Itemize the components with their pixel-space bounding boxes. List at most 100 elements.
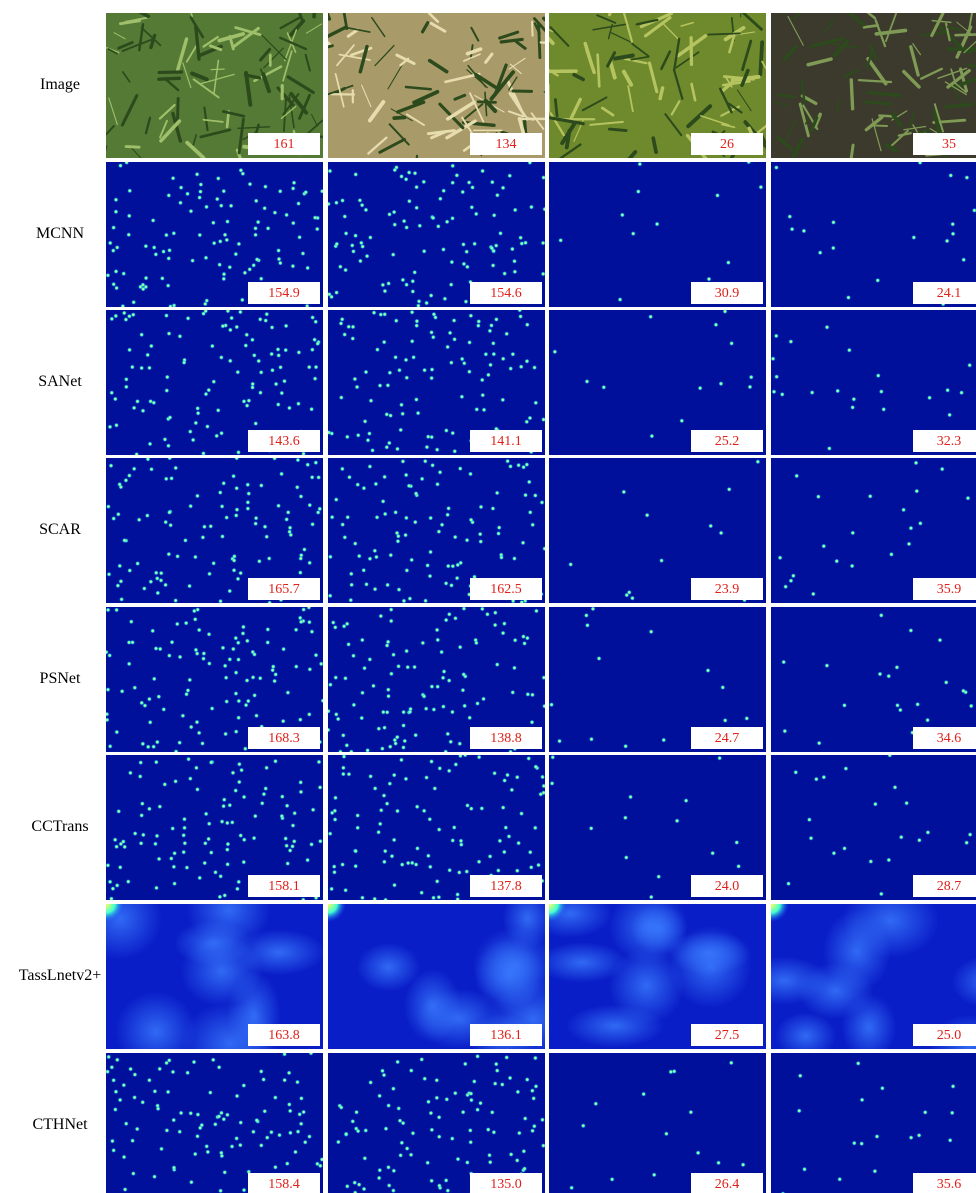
density-dot: [378, 821, 383, 826]
density-dot: [245, 678, 250, 683]
cell: 32.3: [771, 310, 976, 455]
density-dot: [220, 819, 225, 824]
density-dot: [132, 405, 137, 410]
density-dot: [502, 271, 507, 276]
density-dot: [354, 1110, 359, 1115]
density-dot: [710, 851, 715, 856]
density-dot: [319, 661, 324, 666]
density-dot: [264, 312, 269, 317]
density-dot: [245, 506, 250, 511]
density-dot: [396, 1106, 401, 1111]
leaf: [851, 80, 852, 109]
density-dot: [969, 703, 974, 708]
density-dot: [178, 654, 183, 659]
density-dot: [209, 760, 214, 765]
density-dot: [381, 1073, 386, 1078]
density-dot: [467, 180, 472, 185]
density-dot: [285, 1161, 290, 1166]
density-dot: [235, 1094, 240, 1099]
density-dot: [758, 185, 763, 190]
density-dot: [334, 242, 339, 247]
density-dot: [246, 699, 251, 704]
density-dot: [360, 203, 365, 208]
density-dot: [834, 559, 839, 564]
density-dot: [498, 231, 503, 236]
density-dot: [495, 662, 500, 667]
density-dot: [947, 412, 952, 417]
density-dot: [237, 780, 242, 785]
density-dot: [222, 893, 227, 898]
density-dot: [305, 265, 310, 270]
density-dot: [386, 639, 391, 644]
density-dot: [486, 372, 491, 377]
density-dot: [480, 606, 485, 611]
density-dot: [382, 340, 387, 345]
density-dot: [313, 215, 318, 220]
density-dot: [842, 846, 847, 851]
density-dot: [352, 377, 357, 382]
density-dot: [468, 1128, 473, 1133]
density-dot: [355, 825, 360, 830]
density-dot: [802, 1167, 807, 1172]
density-dot: [161, 249, 166, 254]
density-dot: [181, 850, 186, 855]
density-dot: [401, 745, 406, 750]
density-dot: [300, 251, 305, 256]
density-dot: [342, 535, 347, 540]
density-dot: [475, 701, 480, 706]
count-label: 35.9: [937, 582, 962, 597]
density-dot: [120, 689, 125, 694]
density-dot: [142, 586, 147, 591]
density-dot: [723, 718, 728, 723]
density-dot: [413, 733, 418, 738]
density-dot: [469, 205, 474, 210]
count-label: 134: [496, 137, 517, 152]
density-dot: [339, 1105, 344, 1110]
density-dot: [392, 773, 397, 778]
density-dot: [441, 247, 446, 252]
density-dot: [197, 233, 202, 238]
density-dot: [425, 563, 430, 568]
density-dot: [284, 323, 289, 328]
density-dot: [342, 624, 347, 629]
density-dot: [422, 368, 427, 373]
density-dot: [310, 522, 315, 527]
density-dot: [207, 821, 212, 826]
density-dot: [492, 771, 497, 776]
density-dot: [334, 200, 339, 205]
density-dot: [137, 517, 142, 522]
density-dot: [496, 868, 501, 873]
density-dot: [207, 571, 212, 576]
density-dot: [315, 1161, 320, 1166]
density-dot: [597, 656, 602, 661]
density-dot: [360, 244, 365, 249]
count-label: 30.9: [715, 286, 740, 301]
density-dot: [458, 466, 463, 471]
density-dot: [774, 165, 779, 170]
density-dot: [277, 1133, 282, 1138]
density-dot: [148, 441, 153, 446]
density-dot: [444, 1178, 449, 1183]
density-dot: [463, 1061, 468, 1066]
density-dot: [200, 741, 205, 746]
density-dot: [326, 201, 331, 206]
density-dot: [407, 596, 412, 601]
density-dot: [123, 478, 128, 483]
cell-content: [105, 1051, 324, 1193]
density-dot: [431, 895, 436, 900]
density-dot: [385, 801, 390, 806]
density-dot: [668, 1069, 673, 1074]
density-dot: [383, 897, 388, 902]
density-dot: [601, 385, 606, 390]
cell: 143.6: [106, 308, 323, 456]
density-dot: [223, 731, 228, 736]
density-dot: [270, 325, 275, 330]
density-dot: [227, 657, 232, 662]
density-dot: [501, 631, 506, 636]
density-dot: [675, 818, 680, 823]
density-dot: [298, 556, 303, 561]
density-dot: [177, 334, 182, 339]
density-dot: [429, 330, 434, 335]
density-dot: [128, 1067, 133, 1072]
density-dot: [450, 216, 455, 221]
